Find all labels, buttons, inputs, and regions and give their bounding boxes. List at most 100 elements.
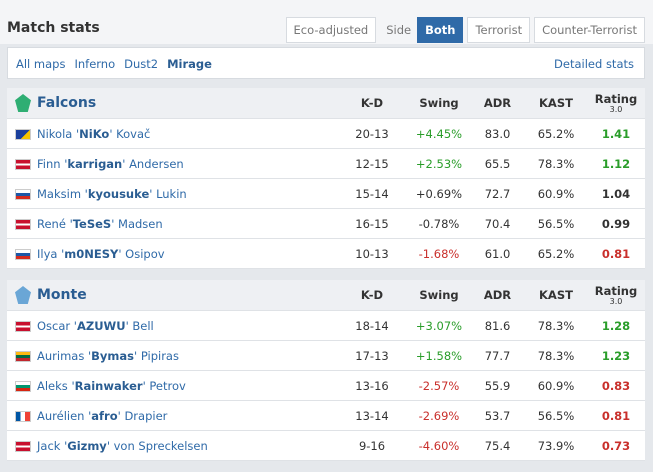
rating-version: 3.0 bbox=[609, 297, 623, 306]
player-row: Finn 'karrigan' Andersen 12-15 +2.53% 65.5 7… bbox=[7, 148, 645, 179]
player-cell: Aurimas 'Bymas' Pipiras bbox=[7, 340, 336, 371]
flag bbox=[15, 380, 31, 392]
side-tab[interactable]: Terrorist bbox=[467, 17, 531, 43]
team-table: Falcons K-D Swing ADR KAST Rating 3.0 Nikola 'N… bbox=[7, 88, 645, 269]
player-cell: Aurélien 'afro' Drapier bbox=[7, 400, 336, 431]
kd: 15-14 bbox=[336, 178, 408, 209]
map-tab[interactable]: Dust2 bbox=[124, 57, 159, 71]
player-cell: René 'TeSeS' Madsen bbox=[7, 208, 336, 239]
first-name: Nikola ' bbox=[37, 126, 80, 141]
title: Match stats bbox=[7, 20, 100, 36]
nickname: Gizmy bbox=[67, 438, 107, 453]
map-tab[interactable]: All maps bbox=[16, 57, 66, 71]
column-header: KAST bbox=[525, 280, 587, 311]
first-name: Ilya ' bbox=[37, 246, 65, 261]
map-bar: All maps Inferno Dust2 Mirage Detailed stat… bbox=[7, 47, 645, 79]
kd: 16-15 bbox=[336, 208, 408, 239]
nickname: NiKo bbox=[79, 126, 110, 141]
flag bbox=[15, 440, 31, 452]
nickname: Bymas bbox=[91, 348, 134, 363]
nickname: AZUWU bbox=[76, 318, 126, 333]
nickname: TeSeS bbox=[72, 216, 112, 231]
player-name[interactable]: Ilya 'm0NESY' Osipov bbox=[37, 247, 165, 261]
player-name[interactable]: Oscar 'AZUWU' Bell bbox=[37, 319, 154, 333]
kast: 60.9% bbox=[525, 178, 587, 209]
last-name: ' Madsen bbox=[111, 216, 163, 231]
last-name: ' Pipiras bbox=[134, 348, 179, 363]
player-cell: Maksim 'kyousuke' Lukin bbox=[7, 178, 336, 209]
player-row: Aleks 'Rainwaker' Petrov 13-16 -2.57% 55.9 6… bbox=[7, 370, 645, 401]
nickname: m0NESY bbox=[64, 246, 119, 261]
swing: +2.53% bbox=[408, 148, 470, 179]
swing: +3.07% bbox=[408, 310, 470, 341]
detailed-link[interactable]: Detailed stats bbox=[554, 57, 634, 71]
kd: 13-14 bbox=[336, 400, 408, 431]
swing: -4.60% bbox=[408, 430, 470, 461]
player-row: Oscar 'AZUWU' Bell 18-14 +3.07% 81.6 78.3% 1.… bbox=[7, 310, 645, 341]
rating: 0.81 bbox=[587, 238, 645, 269]
map-list: All maps Inferno Dust2 Mirage bbox=[16, 57, 212, 71]
rating: 1.28 bbox=[587, 310, 645, 341]
kd: 12-15 bbox=[336, 148, 408, 179]
team-name[interactable]: Monte bbox=[37, 287, 87, 303]
rating: 1.23 bbox=[587, 340, 645, 371]
player-row: Maksim 'kyousuke' Lukin 15-14 +0.69% 72.7 60… bbox=[7, 178, 645, 209]
last-name: ' Drapier bbox=[117, 408, 168, 423]
player-name[interactable]: Aleks 'Rainwaker' Petrov bbox=[37, 379, 186, 393]
column-header: KAST bbox=[525, 88, 587, 119]
rating: 1.12 bbox=[587, 148, 645, 179]
team-logo bbox=[15, 286, 31, 304]
swing: -1.68% bbox=[408, 238, 470, 269]
team-cell: Monte bbox=[7, 280, 336, 311]
column-header: K-D bbox=[336, 280, 408, 311]
side-label: Side bbox=[386, 23, 412, 37]
player-name[interactable]: Aurimas 'Bymas' Pipiras bbox=[37, 349, 179, 363]
first-name: Aleks ' bbox=[37, 378, 75, 393]
nickname: karrigan bbox=[67, 156, 123, 171]
swing: -0.78% bbox=[408, 208, 470, 239]
kd: 13-16 bbox=[336, 370, 408, 401]
kd: 20-13 bbox=[336, 118, 408, 149]
side-tab[interactable]: Counter-Terrorist bbox=[534, 17, 645, 43]
player-name[interactable]: Maksim 'kyousuke' Lukin bbox=[37, 187, 187, 201]
player-name[interactable]: Aurélien 'afro' Drapier bbox=[37, 409, 167, 423]
kd: 18-14 bbox=[336, 310, 408, 341]
adr: 72.7 bbox=[470, 178, 525, 209]
player-name[interactable]: Nikola 'NiKo' Kovač bbox=[37, 127, 150, 141]
kd: 17-13 bbox=[336, 340, 408, 371]
team-name[interactable]: Falcons bbox=[37, 95, 97, 111]
kast: 60.9% bbox=[525, 370, 587, 401]
player-cell: Aleks 'Rainwaker' Petrov bbox=[7, 370, 336, 401]
player-name[interactable]: Finn 'karrigan' Andersen bbox=[37, 157, 184, 171]
player-cell: Jack 'Gizmy' von Spreckelsen bbox=[7, 430, 336, 461]
first-name: Aurimas ' bbox=[37, 348, 92, 363]
last-name: ' Kovač bbox=[109, 126, 151, 141]
last-name: ' Bell bbox=[125, 318, 154, 333]
nickname: kyousuke bbox=[87, 186, 150, 201]
last-name: ' Osipov bbox=[118, 246, 165, 261]
player-row: Ilya 'm0NESY' Osipov 10-13 -1.68% 61.0 65.2%… bbox=[7, 238, 645, 269]
flag bbox=[15, 248, 31, 260]
column-header: K-D bbox=[336, 88, 408, 119]
player-name[interactable]: René 'TeSeS' Madsen bbox=[37, 217, 163, 231]
flag bbox=[15, 128, 31, 140]
swing: +4.45% bbox=[408, 118, 470, 149]
team-logo bbox=[15, 94, 31, 112]
map-tab[interactable]: Inferno bbox=[74, 57, 116, 71]
column-header: Swing bbox=[408, 280, 470, 311]
last-name: ' Lukin bbox=[149, 186, 187, 201]
rating-label: Rating bbox=[594, 284, 638, 298]
eco-tab[interactable]: Eco-adjusted bbox=[285, 17, 377, 43]
rating-label: Rating bbox=[594, 92, 638, 106]
player-name[interactable]: Jack 'Gizmy' von Spreckelsen bbox=[37, 439, 208, 453]
player-cell: Ilya 'm0NESY' Osipov bbox=[7, 238, 336, 269]
adr: 77.7 bbox=[470, 340, 525, 371]
player-row: René 'TeSeS' Madsen 16-15 -0.78% 70.4 56.5% 0… bbox=[7, 208, 645, 239]
last-name: ' Petrov bbox=[142, 378, 186, 393]
first-name: Aurélien ' bbox=[37, 408, 92, 423]
side-tab[interactable]: Both bbox=[417, 17, 464, 43]
map-tab[interactable]: Mirage bbox=[167, 57, 212, 71]
header-row: Monte K-D Swing ADR KAST Rating 3.0 bbox=[7, 280, 645, 311]
kd: 10-13 bbox=[336, 238, 408, 269]
